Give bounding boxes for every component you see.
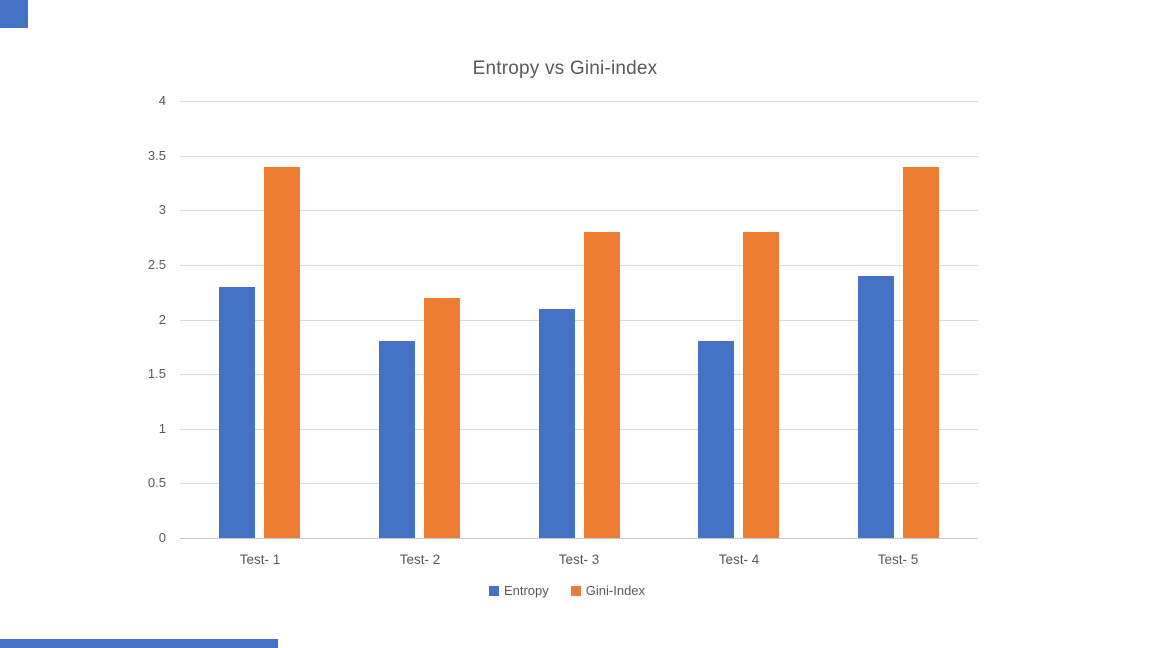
legend-item-entropy: Entropy: [488, 583, 549, 598]
legend-swatch-icon: [570, 585, 581, 596]
chart-title: Entropy vs Gini-index: [472, 58, 658, 79]
bar-entropy-1: [219, 287, 255, 538]
y-tick-label: 2: [158, 312, 166, 327]
x-category-label: Test- 3: [558, 552, 600, 567]
bar-gini-index-4: [743, 232, 779, 538]
y-tick-label: 4: [158, 93, 166, 108]
x-category-label: Test- 4: [718, 552, 760, 567]
y-tick-label: 2.5: [147, 257, 166, 272]
legend-label: Entropy: [503, 583, 549, 598]
bar-gini-index-1: [264, 167, 300, 538]
chart-legend: Entropy Gini-Index: [180, 583, 954, 598]
gridline: [180, 210, 978, 211]
bar-entropy-2: [379, 341, 415, 538]
bar-entropy-5: [858, 276, 894, 538]
legend-swatch-icon: [488, 585, 499, 596]
gridline: [180, 374, 978, 375]
gridline: [180, 483, 978, 484]
y-tick-label: 3: [158, 202, 166, 217]
x-category-label: Test- 1: [239, 552, 281, 567]
gridline: [180, 265, 978, 266]
x-category-label: Test- 2: [399, 552, 441, 567]
bar-gini-index-2: [424, 298, 460, 538]
x-category-label: Test- 5: [877, 552, 919, 567]
bar-entropy-3: [539, 309, 575, 538]
footer-accent-bar: [0, 639, 278, 648]
y-tick-label: 1: [158, 421, 166, 436]
gridline: [180, 429, 978, 430]
y-tick-label: 1.5: [147, 366, 166, 381]
gridline: [180, 101, 978, 102]
corner-accent-square: [0, 0, 28, 28]
x-axis-line: [180, 538, 978, 539]
bar-entropy-4: [698, 341, 734, 538]
legend-label: Gini-Index: [585, 583, 646, 598]
gridline: [180, 320, 978, 321]
y-tick-label: 0.5: [147, 475, 166, 490]
bar-gini-index-5: [903, 167, 939, 538]
bar-gini-index-3: [584, 232, 620, 538]
y-tick-label: 3.5: [147, 148, 166, 163]
legend-item-gini-index: Gini-Index: [570, 583, 646, 598]
gridline: [180, 156, 978, 157]
y-tick-label: 0: [158, 530, 166, 545]
